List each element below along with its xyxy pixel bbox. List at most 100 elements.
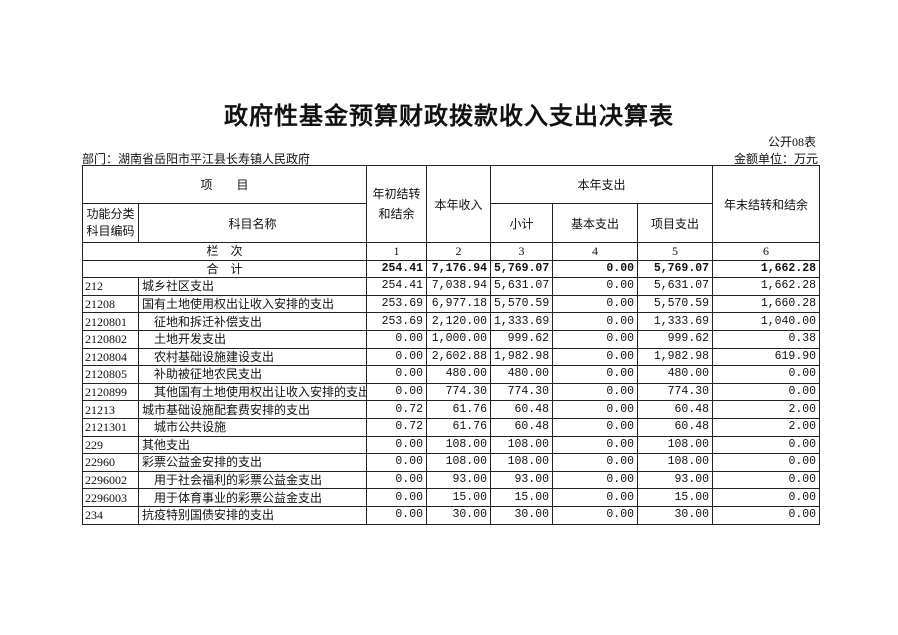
row-name: 其他支出 — [137, 435, 368, 455]
row-name: 彩票公益金安排的支出 — [137, 453, 368, 472]
table-row: 2120805 补助被征地农民支出 0.00 480.00 480.00 0.00 480.… — [82, 365, 821, 384]
department-label: 部门：湖南省岳阳市平江县长寿镇人民政府 — [82, 152, 311, 166]
row-value: 0.00 — [366, 453, 428, 472]
row-name: 其他国有土地使用权出让收入安排的支出 — [137, 382, 368, 402]
row-value: 0.00 — [552, 312, 639, 331]
row-value: 0.00 — [552, 329, 639, 349]
table-row: 234 抗疫特别国债安排的支出 0.00 30.00 30.00 0.00 30.00 0.0… — [82, 505, 821, 525]
row-value: 108.00 — [637, 435, 714, 455]
row-value: 253.69 — [366, 312, 428, 331]
table-row: 21208 国有土地使用权出让收入安排的支出 253.69 6,977.18 5,570… — [82, 294, 821, 314]
row-value: 108.00 — [490, 435, 554, 455]
row-value: 5,570.59 — [637, 294, 714, 314]
row-value: 999.62 — [637, 329, 714, 349]
row-value: 2.00 — [712, 417, 821, 437]
row-value: 0.00 — [712, 453, 821, 472]
row-value: 60.48 — [490, 417, 554, 437]
row-value: 1,000.00 — [426, 329, 492, 349]
row-code: 21208 — [82, 294, 139, 314]
row-value: 93.00 — [490, 470, 554, 490]
row-value: 108.00 — [426, 453, 492, 472]
header-expense: 本年支出 — [490, 165, 714, 204]
row-name: 用于体育事业的彩票公益金支出 — [137, 488, 368, 507]
row-value: 1,040.00 — [712, 312, 821, 331]
row-value: 5,570.59 — [490, 294, 554, 314]
row-value: 15.00 — [637, 488, 714, 507]
row-value: 108.00 — [637, 453, 714, 472]
row-value: 0.72 — [366, 417, 428, 437]
row-value: 30.00 — [426, 505, 492, 525]
row-name: 城市公共设施 — [137, 417, 368, 437]
row-value: 108.00 — [426, 435, 492, 455]
row-name: 土地开发支出 — [137, 329, 368, 349]
header-item: 项 目 — [81, 165, 368, 204]
row-value: 60.48 — [490, 400, 554, 419]
row-code: 234 — [82, 505, 139, 525]
row-code: 229 — [82, 435, 139, 455]
unit-label: 金额单位：万元 — [733, 152, 818, 166]
row-value: 0.00 — [366, 470, 428, 490]
row-value: 480.00 — [490, 365, 554, 384]
row-value: 0.00 — [366, 365, 428, 384]
row-value: 30.00 — [490, 505, 554, 525]
table-row: 2121301 城市公共设施 0.72 61.76 60.48 0.00 60.48 2.00 — [82, 417, 821, 437]
row-value: 0.00 — [366, 505, 428, 525]
row-value: 774.30 — [637, 382, 714, 402]
budget-table: 项 目 年初结转和结余 本年收入 本年支出 年末结转和结余 功能分类科目编码 科… — [81, 165, 821, 525]
row-code: 2120805 — [82, 365, 139, 384]
row-code: 2121301 — [82, 417, 139, 437]
row-name: 农村基础设施建设支出 — [137, 347, 368, 367]
row-value: 60.48 — [637, 400, 714, 419]
row-value: 0.72 — [366, 400, 428, 419]
row-value: 0.00 — [552, 505, 639, 525]
total-value: 5,769.07 — [637, 259, 714, 279]
row-value: 2,120.00 — [426, 312, 492, 331]
row-value: 15.00 — [426, 488, 492, 507]
table-row: 2296002 用于社会福利的彩票公益金支出 0.00 93.00 93.00 0.00 9… — [82, 470, 821, 490]
row-code: 2120802 — [82, 329, 139, 349]
row-name: 用于社会福利的彩票公益金支出 — [137, 470, 368, 490]
table-row: 21213 城市基础设施配套费安排的支出 0.72 61.76 60.48 0.00 60.… — [82, 400, 821, 419]
row-value: 0.00 — [552, 470, 639, 490]
column-index: 1 — [366, 242, 428, 261]
row-code: 2120899 — [82, 382, 139, 402]
row-value: 253.69 — [366, 294, 428, 314]
row-value: 0.00 — [366, 382, 428, 402]
row-value: 774.30 — [426, 382, 492, 402]
row-value: 0.00 — [552, 365, 639, 384]
header-basic: 基本支出 — [552, 203, 639, 243]
row-value: 0.00 — [552, 347, 639, 367]
row-value: 0.00 — [552, 382, 639, 402]
row-value: 0.00 — [366, 435, 428, 455]
row-value: 0.00 — [366, 488, 428, 507]
row-value: 93.00 — [426, 470, 492, 490]
row-value: 0.00 — [552, 435, 639, 455]
row-value: 0.00 — [712, 365, 821, 384]
header-begin-balance: 年初结转和结余 — [366, 165, 428, 243]
row-value: 6,977.18 — [426, 294, 492, 314]
row-value: 5,631.07 — [637, 277, 714, 296]
row-name: 抗疫特别国债安排的支出 — [137, 505, 368, 525]
row-value: 254.41 — [366, 277, 428, 296]
total-value: 7,176.94 — [426, 259, 492, 279]
header-name: 科目名称 — [137, 203, 368, 243]
row-value: 5,631.07 — [490, 277, 554, 296]
row-name: 征地和拆迁补偿支出 — [137, 312, 368, 331]
row-value: 0.00 — [552, 488, 639, 507]
row-code: 212 — [82, 277, 139, 296]
row-value: 1,982.98 — [490, 347, 554, 367]
row-value: 0.00 — [712, 382, 821, 402]
column-index-label: 栏 次 — [81, 242, 368, 261]
header-income: 本年收入 — [426, 165, 492, 243]
row-code: 2120804 — [82, 347, 139, 367]
row-value: 480.00 — [426, 365, 492, 384]
header-end-balance: 年末结转和结余 — [712, 165, 821, 243]
row-value: 0.00 — [366, 347, 428, 367]
total-value: 254.41 — [366, 259, 428, 279]
row-value: 2.00 — [712, 400, 821, 419]
page-title: 政府性基金预算财政拨款收入支出决算表 — [224, 104, 674, 130]
row-value: 7,038.94 — [426, 277, 492, 296]
row-value: 1,982.98 — [637, 347, 714, 367]
row-value: 2,602.88 — [426, 347, 492, 367]
table-row: 2120802 土地开发支出 0.00 1,000.00 999.62 0.00 999.6… — [82, 329, 821, 349]
